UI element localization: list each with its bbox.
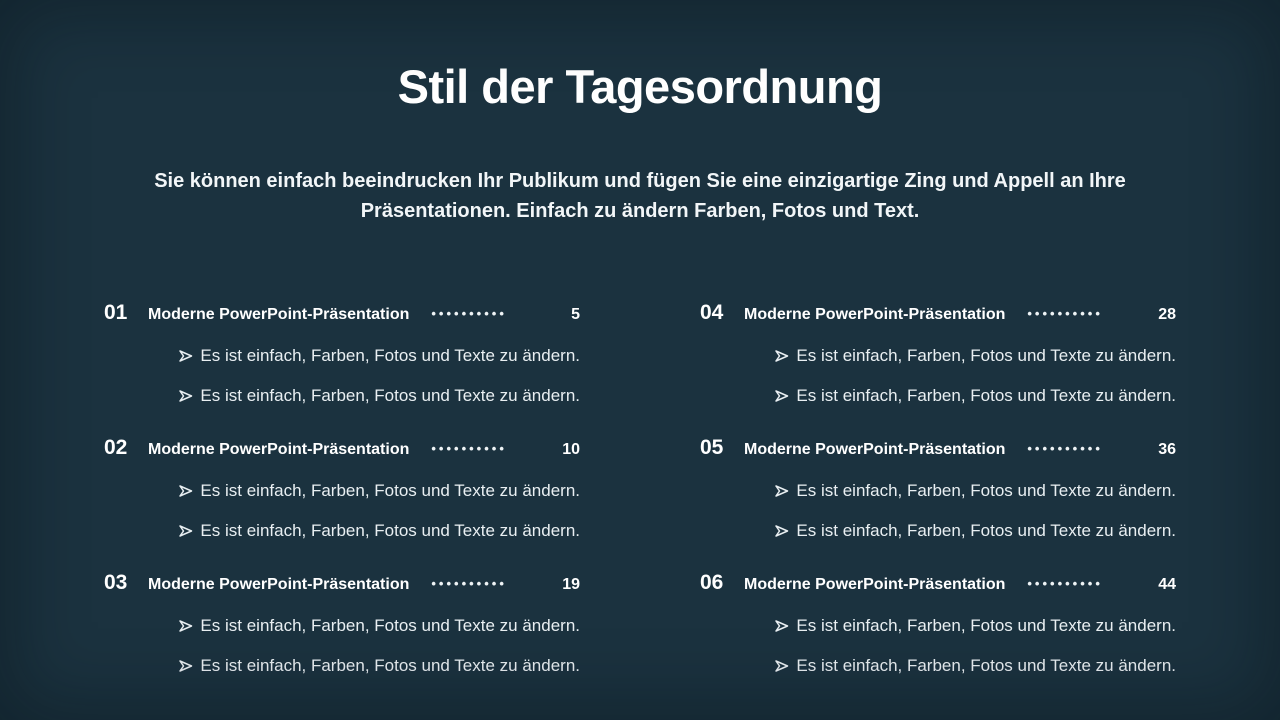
leader-dots: •••••••••• <box>1027 576 1103 591</box>
subtitle-line-1: Sie können einfach beeindrucken Ihr Publ… <box>154 170 1126 192</box>
agenda-item-02: 02 Moderne PowerPoint-Präsentation •••••… <box>104 435 580 543</box>
subtitle-line-2: Präsentationen. Einfach zu ändern Farben… <box>360 200 920 222</box>
bullet-line: Es ist einfach, Farben, Fotos und Texte … <box>700 518 1176 543</box>
bullet-line: Es ist einfach, Farben, Fotos und Texte … <box>700 478 1176 503</box>
agenda-item-page-number: 36 <box>1158 441 1176 458</box>
bullet-text: Es ist einfach, Farben, Fotos und Texte … <box>796 521 1176 540</box>
bullet-line: Es ist einfach, Farben, Fotos und Texte … <box>104 653 580 678</box>
agenda-item-header: 05 Moderne PowerPoint-Präsentation •••••… <box>700 435 1176 463</box>
bullet-line: Es ist einfach, Farben, Fotos und Texte … <box>104 383 580 408</box>
agenda-item-06: 06 Moderne PowerPoint-Präsentation •••••… <box>700 570 1176 678</box>
arrowhead-bullet-icon <box>775 350 789 362</box>
bullet-line: Es ist einfach, Farben, Fotos und Texte … <box>700 343 1176 368</box>
bullet-line: Es ist einfach, Farben, Fotos und Texte … <box>104 478 580 503</box>
agenda-column-right: 04 Moderne PowerPoint-Präsentation •••••… <box>700 300 1176 678</box>
leader-dots: •••••••••• <box>431 576 507 591</box>
arrowhead-bullet-icon <box>179 485 193 497</box>
bullet-text: Es ist einfach, Farben, Fotos und Texte … <box>796 386 1176 405</box>
agenda-item-page-number: 44 <box>1158 576 1176 593</box>
agenda-item-page-number: 19 <box>562 576 580 593</box>
agenda-content: 01 Moderne PowerPoint-Präsentation •••••… <box>104 300 1176 678</box>
agenda-item-header: 01 Moderne PowerPoint-Präsentation •••••… <box>104 300 580 328</box>
agenda-item-04: 04 Moderne PowerPoint-Präsentation •••••… <box>700 300 1176 408</box>
leader-dots: •••••••••• <box>431 306 507 321</box>
agenda-item-title: Moderne PowerPoint-Präsentation <box>744 576 1006 593</box>
arrowhead-bullet-icon <box>179 525 193 537</box>
leader-dots: •••••••••• <box>1027 441 1103 456</box>
leader-dots: •••••••••• <box>431 441 507 456</box>
agenda-item-title: Moderne PowerPoint-Präsentation <box>148 576 410 593</box>
agenda-item-number: 04 <box>700 301 724 324</box>
agenda-item-title: Moderne PowerPoint-Präsentation <box>148 441 410 458</box>
bullet-text: Es ist einfach, Farben, Fotos und Texte … <box>796 616 1176 635</box>
agenda-item-number: 02 <box>104 436 128 459</box>
bullet-text: Es ist einfach, Farben, Fotos und Texte … <box>200 521 580 540</box>
agenda-item-header: 02 Moderne PowerPoint-Präsentation •••••… <box>104 435 580 463</box>
bullet-line: Es ist einfach, Farben, Fotos und Texte … <box>700 613 1176 638</box>
agenda-item-number: 01 <box>104 301 128 324</box>
bullet-line: Es ist einfach, Farben, Fotos und Texte … <box>104 518 580 543</box>
agenda-item-number: 06 <box>700 571 724 594</box>
agenda-item-header: 06 Moderne PowerPoint-Präsentation •••••… <box>700 570 1176 598</box>
bullet-line: Es ist einfach, Farben, Fotos und Texte … <box>700 653 1176 678</box>
agenda-item-header: 04 Moderne PowerPoint-Präsentation •••••… <box>700 300 1176 328</box>
bullet-text: Es ist einfach, Farben, Fotos und Texte … <box>796 346 1176 365</box>
bullet-text: Es ist einfach, Farben, Fotos und Texte … <box>200 481 580 500</box>
bullet-text: Es ist einfach, Farben, Fotos und Texte … <box>796 656 1176 675</box>
arrowhead-bullet-icon <box>775 660 789 672</box>
agenda-item-number: 05 <box>700 436 724 459</box>
arrowhead-bullet-icon <box>179 390 193 402</box>
agenda-item-01: 01 Moderne PowerPoint-Präsentation •••••… <box>104 300 580 408</box>
arrowhead-bullet-icon <box>179 660 193 672</box>
agenda-item-03: 03 Moderne PowerPoint-Präsentation •••••… <box>104 570 580 678</box>
agenda-item-page-number: 28 <box>1158 306 1176 323</box>
agenda-column-left: 01 Moderne PowerPoint-Präsentation •••••… <box>104 300 580 678</box>
leader-dots: •••••••••• <box>1027 306 1103 321</box>
arrowhead-bullet-icon <box>179 350 193 362</box>
agenda-item-number: 03 <box>104 571 128 594</box>
agenda-item-page-number: 10 <box>562 441 580 458</box>
arrowhead-bullet-icon <box>775 485 789 497</box>
bullet-text: Es ist einfach, Farben, Fotos und Texte … <box>200 656 580 675</box>
bullet-text: Es ist einfach, Farben, Fotos und Texte … <box>796 481 1176 500</box>
bullet-text: Es ist einfach, Farben, Fotos und Texte … <box>200 346 580 365</box>
arrowhead-bullet-icon <box>775 620 789 632</box>
bullet-text: Es ist einfach, Farben, Fotos und Texte … <box>200 616 580 635</box>
bullet-text: Es ist einfach, Farben, Fotos und Texte … <box>200 386 580 405</box>
bullet-line: Es ist einfach, Farben, Fotos und Texte … <box>104 613 580 638</box>
arrowhead-bullet-icon <box>179 620 193 632</box>
agenda-item-05: 05 Moderne PowerPoint-Präsentation •••••… <box>700 435 1176 543</box>
bullet-line: Es ist einfach, Farben, Fotos und Texte … <box>700 383 1176 408</box>
agenda-item-title: Moderne PowerPoint-Präsentation <box>148 306 410 323</box>
agenda-item-title: Moderne PowerPoint-Präsentation <box>744 306 1006 323</box>
agenda-item-page-number: 5 <box>571 306 580 323</box>
agenda-item-title: Moderne PowerPoint-Präsentation <box>744 441 1006 458</box>
agenda-item-header: 03 Moderne PowerPoint-Präsentation •••••… <box>104 570 580 598</box>
page-title: Stil der Tagesordnung <box>397 60 883 113</box>
arrowhead-bullet-icon <box>775 390 789 402</box>
slide-subtitle: Sie können einfach beeindrucken Ihr Publ… <box>60 166 1220 226</box>
bullet-line: Es ist einfach, Farben, Fotos und Texte … <box>104 343 580 368</box>
arrowhead-bullet-icon <box>775 525 789 537</box>
